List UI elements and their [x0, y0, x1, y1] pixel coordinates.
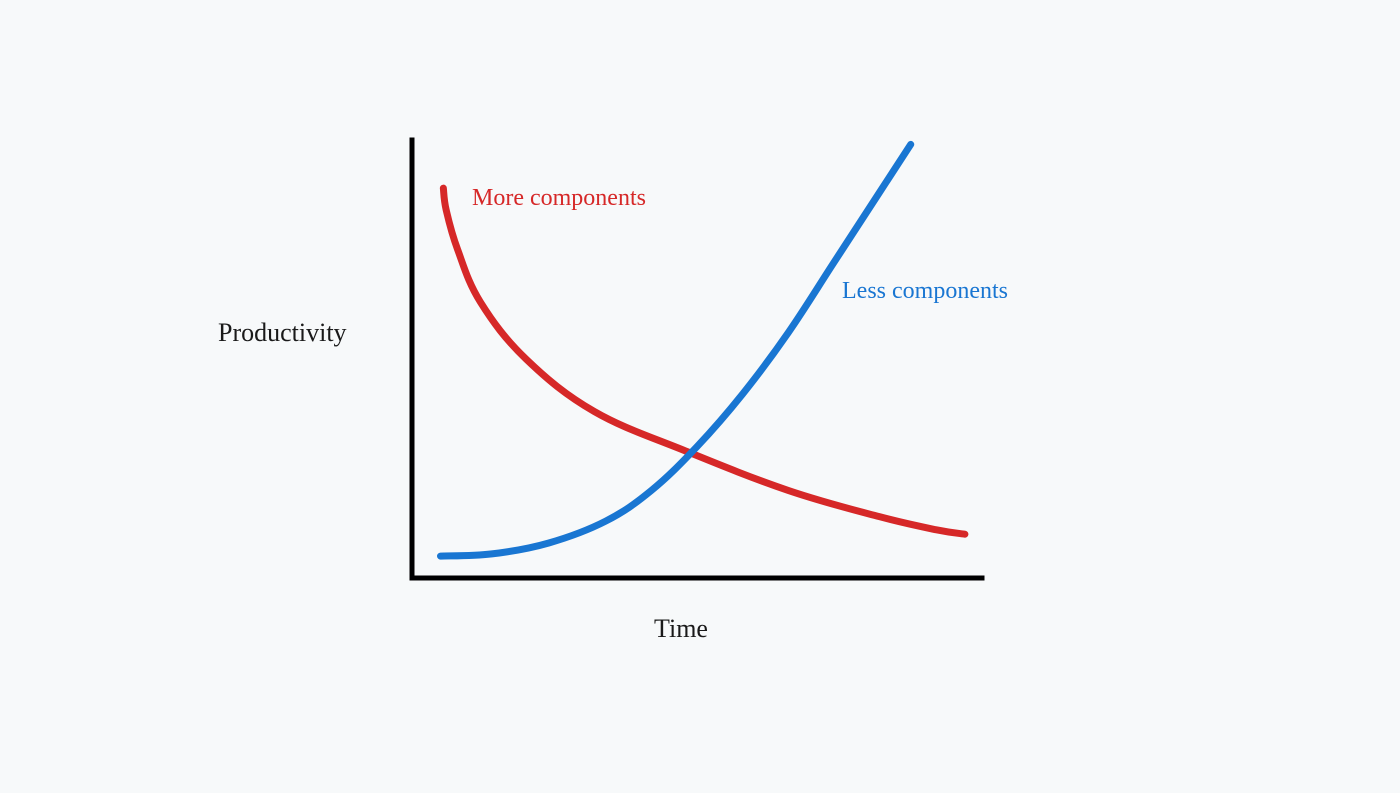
chart-svg — [0, 0, 1400, 788]
series-line-more_components — [443, 188, 965, 534]
series-label-less-components: Less components — [842, 278, 1008, 305]
series-label-more-components: More components — [472, 185, 646, 212]
y-axis-label: Productivity — [218, 318, 347, 348]
x-axis-label: Time — [654, 614, 708, 644]
productivity-chart: Productivity Time More components Less c… — [0, 0, 1400, 788]
